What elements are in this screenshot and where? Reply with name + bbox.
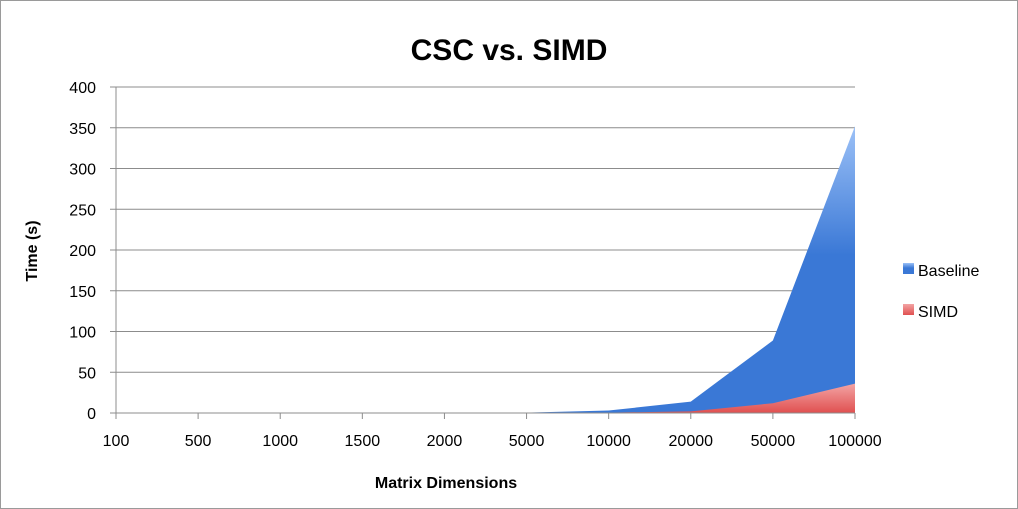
legend-label: Baseline — [918, 263, 979, 280]
x-tick-label: 50000 — [751, 433, 796, 450]
area-simd — [116, 383, 855, 413]
areas — [116, 126, 855, 414]
x-tick-label: 1000 — [262, 433, 298, 450]
y-tick-label: 150 — [69, 284, 96, 301]
x-tick-label: 10000 — [586, 433, 631, 450]
y-tick-label: 50 — [78, 365, 96, 382]
legend-swatch — [903, 263, 914, 274]
x-tick-label: 5000 — [509, 433, 545, 450]
x-tick-label: 100 — [103, 433, 130, 450]
x-axis-title: Matrix Dimensions — [375, 475, 517, 492]
legend: Baseline SIMD — [903, 263, 979, 321]
x-tick-label: 500 — [185, 433, 212, 450]
x-tick-label: 100000 — [828, 433, 881, 450]
x-tick-labels: 100 500 1000 1500 2000 5000 10000 20000 50000 100… — [103, 413, 882, 450]
y-tick-label: 400 — [69, 80, 96, 97]
x-tick-label: 2000 — [427, 433, 463, 450]
axes — [115, 87, 855, 414]
legend-label: SIMD — [918, 304, 958, 321]
y-tick-labels: 0 50 100 150 200 250 300 350 400 — [69, 80, 96, 423]
area-baseline — [116, 126, 855, 414]
y-axis-title: Time (s) — [24, 220, 41, 281]
x-tick-label: 20000 — [669, 433, 714, 450]
y-tick-label: 200 — [69, 243, 96, 260]
legend-swatch — [903, 304, 914, 315]
y-tick-label: 250 — [69, 202, 96, 219]
y-tick-label: 100 — [69, 325, 96, 342]
y-tick-label: 0 — [87, 406, 96, 423]
y-tick-label: 300 — [69, 162, 96, 179]
y-tick-label: 350 — [69, 121, 96, 138]
x-tick-label: 1500 — [345, 433, 381, 450]
legend-item-baseline: Baseline — [903, 263, 979, 280]
chart-title: CSC vs. SIMD — [411, 34, 608, 67]
legend-item-simd: SIMD — [903, 304, 958, 321]
